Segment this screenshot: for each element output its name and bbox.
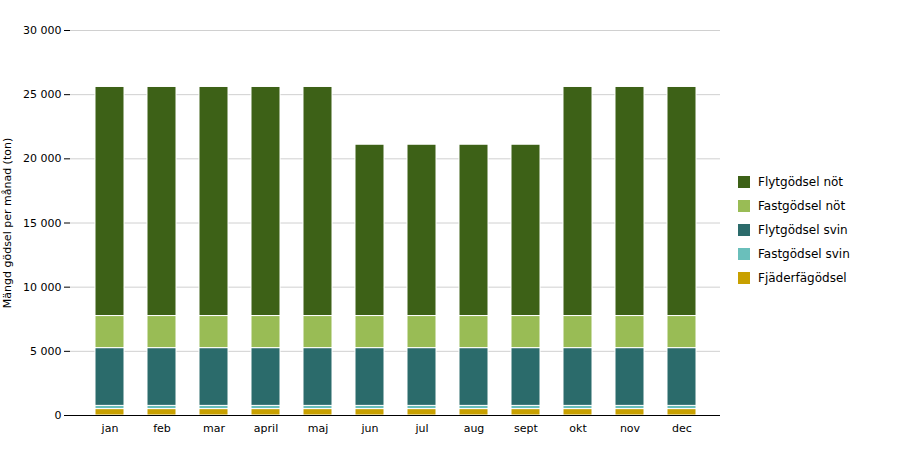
svg-text:mar: mar <box>203 422 225 435</box>
svg-text:jun: jun <box>361 422 379 435</box>
svg-text:20 000: 20 000 <box>23 152 62 165</box>
svg-text:feb: feb <box>153 422 171 435</box>
svg-text:jul: jul <box>414 422 428 435</box>
svg-text:april: april <box>254 422 278 435</box>
svg-text:aug: aug <box>464 422 485 435</box>
svg-text:dec: dec <box>672 422 692 435</box>
svg-text:maj: maj <box>308 422 329 435</box>
svg-text:0: 0 <box>55 409 62 422</box>
svg-text:10 000: 10 000 <box>23 280 62 293</box>
svg-text:5 000: 5 000 <box>30 344 62 357</box>
svg-text:sept: sept <box>514 422 538 435</box>
svg-text:okt: okt <box>569 422 587 435</box>
html-text:Fastgödsel nöt: Fastgödsel nöt <box>758 198 846 213</box>
html-text:Fastgödsel svin: Fastgödsel svin <box>758 246 850 261</box>
html-text:Fjäderfägödsel: Fjäderfägödsel <box>758 270 847 285</box>
html-text:Flytgödsel nöt: Flytgödsel nöt <box>758 174 844 189</box>
svg-text:30 000: 30 000 <box>23 24 62 37</box>
svg-text:25 000: 25 000 <box>23 88 62 101</box>
svg-text:jan: jan <box>101 422 119 435</box>
svg-text:15 000: 15 000 <box>23 216 62 229</box>
html-text:Flytgödsel svin: Flytgödsel svin <box>758 222 848 237</box>
svg-text:nov: nov <box>620 422 641 435</box>
svg-text:Mängd gödsel per månad (ton): Mängd gödsel per månad (ton) <box>1 137 14 307</box>
